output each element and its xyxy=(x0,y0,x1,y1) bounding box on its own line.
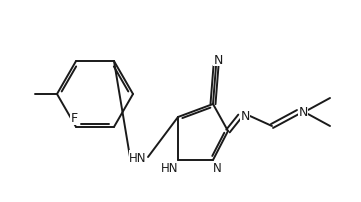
Text: N: N xyxy=(240,110,250,123)
Text: HN: HN xyxy=(161,162,179,175)
Text: N: N xyxy=(298,106,308,119)
Text: F: F xyxy=(70,112,78,125)
Text: HN: HN xyxy=(129,151,147,164)
Text: N: N xyxy=(213,162,221,175)
Text: N: N xyxy=(213,53,223,66)
